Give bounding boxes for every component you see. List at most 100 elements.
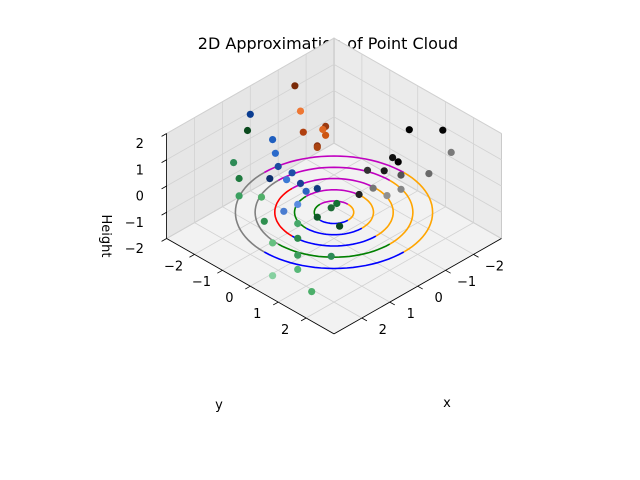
z-tick-mark [161,238,167,242]
curve-segment [273,187,293,237]
spiral-curves [234,155,434,270]
data-point [302,187,310,195]
y-tick-label: 2 [281,323,289,338]
grid-line [194,158,363,255]
y-tick-label: −2 [164,259,183,274]
z-tick-mark [161,185,167,190]
z-tick-label: −1 [125,216,144,231]
y-tick-mark [189,254,195,258]
z-tick-label: 2 [136,137,144,152]
y-tick-mark [300,317,307,322]
data-point [274,162,282,171]
data-point [336,222,344,230]
y-tick-label: 1 [253,307,261,322]
data-point [319,125,327,134]
data-point [294,200,302,208]
z-tick-mark [161,133,167,137]
data-point [380,167,388,175]
data-point [369,184,377,192]
curve-segment [254,179,279,245]
data-point [327,204,335,212]
y-axis-label: y [215,398,223,413]
grid-line [333,64,502,161]
x-tick-label: −1 [457,275,476,290]
data-point [288,169,296,177]
data-point [439,126,447,134]
data-point [355,190,363,199]
y-tick-label: −1 [192,275,211,290]
grid-line [166,37,335,134]
grid-line [222,174,390,271]
z-tick-label: 0 [136,190,144,205]
curve-segment [361,195,375,229]
data-point [294,265,302,273]
data-point [363,166,372,174]
data-point [271,149,279,157]
data-point [291,82,299,90]
x-tick-mark [389,301,396,306]
data-point [313,143,321,151]
grid-line [305,222,474,319]
curve-segment [305,189,363,198]
axis-ticks: 2 1 0 −1 −2 −2 −1 0 1 2 2 1 0 −1 −2 [125,133,504,338]
z-axis-label: Height [98,215,113,258]
data-point [322,131,330,139]
grid-line [333,116,502,213]
z-tick-mark [161,211,167,216]
data-point [243,126,252,135]
data-point [235,192,243,200]
curve-segment [291,235,377,247]
y-tick-mark [272,301,279,306]
data-point [299,128,307,136]
data-point [308,288,316,296]
curve-segment [319,219,349,225]
x-tick-mark [417,285,423,290]
data-point [383,192,391,200]
data-point [294,251,302,259]
curve-segment [234,171,265,253]
data-point [283,176,291,184]
data-point [447,148,455,156]
x-tick-label: 1 [407,307,415,322]
data-point [269,136,277,144]
data-point [296,179,305,187]
data-point [405,126,413,134]
z-tick-mark [161,159,167,163]
data-point [394,158,402,166]
grid-line [166,90,335,187]
x-tick-mark [473,254,479,258]
curve-segment [305,227,363,236]
curve-segment [319,200,349,205]
data-point [389,154,397,162]
data-point [313,213,321,221]
x-tick-label: 0 [434,291,442,306]
x-tick-mark [445,269,451,274]
x-tick-mark [361,317,368,322]
data-point [327,252,335,260]
y-tick-mark [245,285,251,290]
data-point [294,219,302,228]
data-point [230,159,238,167]
data-point [257,193,266,201]
x-axis-label: x [443,396,451,411]
scatter-points [230,82,455,296]
data-point [294,234,302,242]
curve-segment [291,177,377,190]
data-point [269,272,277,280]
x-tick-label: −2 [485,259,504,274]
data-point [269,239,277,247]
data-point [266,175,274,183]
axes-panes [165,37,503,335]
curve-segment [347,203,355,221]
y-tick-label: 0 [225,291,233,306]
data-point [246,110,254,118]
grid-line [333,90,502,187]
grid-line [250,190,418,287]
grid-line [333,37,502,134]
data-point [280,207,288,215]
data-point [397,171,405,179]
data-point [425,170,433,178]
x-tick-label: 2 [379,323,387,338]
y-tick-mark [217,269,223,274]
data-point [333,199,341,208]
